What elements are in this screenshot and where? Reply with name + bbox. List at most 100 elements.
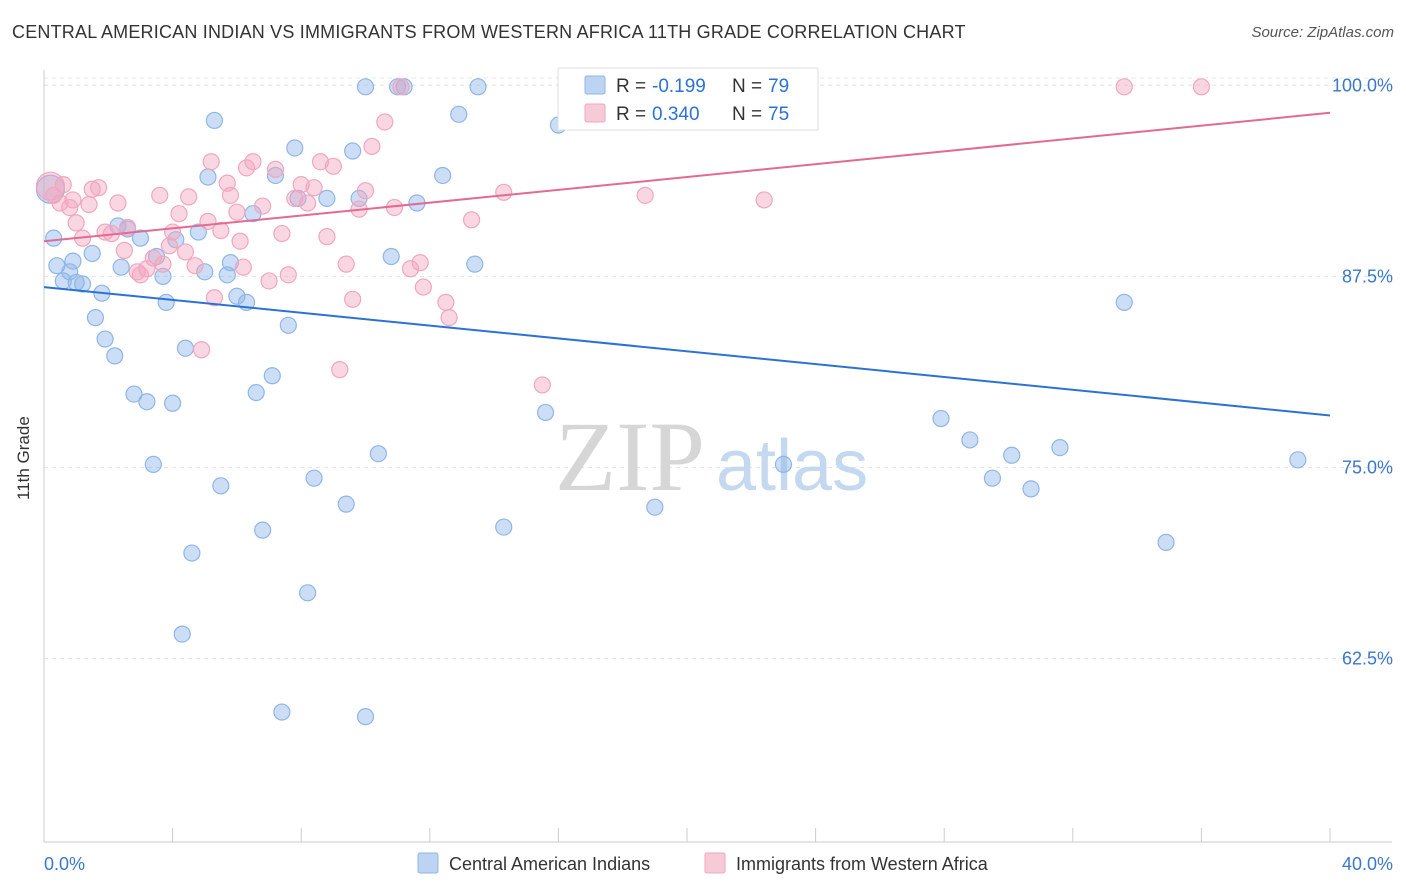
data-point (279, 316, 297, 334)
data-point (138, 393, 156, 411)
data-point (90, 179, 108, 197)
data-point (118, 218, 137, 237)
data-point (157, 293, 175, 311)
legend-r-value-1: -0.199 (652, 76, 706, 97)
data-point (266, 166, 285, 185)
legend-bottom: Central American Indians Immigrants from… (417, 852, 989, 874)
data-point (131, 266, 150, 284)
data-point (131, 229, 150, 247)
data-point (466, 255, 484, 273)
data-point (318, 228, 336, 246)
data-point (311, 153, 330, 171)
legend-n-value-1: 79 (768, 76, 789, 97)
data-point (186, 257, 204, 275)
data-point (356, 708, 375, 726)
data-point (86, 309, 105, 327)
data-point (279, 266, 297, 284)
data-point (324, 157, 342, 175)
data-point (536, 403, 555, 422)
legend-r-value-2: 0.340 (652, 104, 700, 125)
data-point (299, 584, 317, 602)
data-point (51, 194, 69, 212)
data-point (228, 287, 246, 305)
data-point (45, 229, 63, 247)
data-point (231, 232, 249, 250)
data-point (363, 137, 381, 156)
watermark-zip: ZIP (555, 401, 705, 512)
legend-swatch-pink (584, 103, 606, 123)
data-point (199, 168, 217, 186)
data-point (180, 188, 198, 206)
data-point (176, 243, 195, 261)
x-tick-label: 0.0% (44, 854, 85, 874)
data-point (154, 267, 172, 285)
data-point (533, 376, 551, 394)
data-point (221, 186, 240, 204)
data-point (437, 293, 455, 311)
data-point (128, 263, 146, 281)
watermark: ZIP atlas (555, 401, 868, 512)
data-point (450, 105, 468, 123)
data-point (440, 309, 458, 327)
watermark-atlas: atlas (716, 426, 868, 506)
data-point (61, 263, 79, 281)
data-point (263, 367, 281, 385)
data-point (462, 211, 481, 229)
data-point (286, 139, 304, 157)
data-point (392, 78, 410, 96)
data-point (411, 254, 429, 272)
data-point (1115, 78, 1133, 96)
data-point (64, 191, 82, 209)
y-tick-label: 75.0% (1342, 457, 1393, 477)
data-point (305, 469, 323, 487)
data-point (80, 195, 98, 214)
data-point (495, 518, 513, 536)
data-point (286, 189, 304, 208)
data-point (221, 254, 240, 272)
chart-title: CENTRAL AMERICAN INDIAN VS IMMIGRANTS FR… (12, 22, 966, 42)
legend-n-value-2: 75 (768, 104, 789, 125)
series-immigrants-western-africa (35, 78, 1211, 394)
bottom-legend-swatch-blue (417, 852, 439, 874)
data-point (244, 153, 262, 171)
data-point (237, 159, 256, 177)
data-point (247, 383, 265, 402)
data-point (260, 272, 278, 290)
data-point (1051, 438, 1069, 457)
data-point (273, 224, 291, 243)
data-point (173, 625, 191, 643)
source-label: Source: ZipAtlas.com (1251, 24, 1394, 41)
data-point (73, 275, 92, 293)
data-point (254, 197, 272, 215)
data-point (183, 544, 201, 562)
y-tick-label: 100.0% (1332, 75, 1393, 95)
data-point (112, 258, 130, 276)
data-point (205, 289, 223, 307)
data-point (266, 160, 285, 178)
data-point (212, 221, 230, 240)
data-point (755, 191, 773, 209)
data-point (636, 186, 654, 204)
data-point (125, 385, 143, 403)
bottom-legend-swatch-pink (704, 852, 726, 874)
trend-lines (43, 111, 1331, 417)
data-point (1157, 533, 1175, 551)
y-tick-label: 62.5% (1342, 649, 1393, 669)
data-point (434, 166, 452, 185)
data-point (961, 431, 979, 449)
trend-line (43, 111, 1331, 243)
data-point (344, 142, 362, 160)
data-point (1115, 293, 1133, 311)
data-point (192, 341, 211, 359)
data-point (115, 241, 133, 259)
legend-n-label-1: N = (732, 76, 762, 97)
data-point (54, 176, 72, 194)
data-point (164, 394, 182, 412)
data-point (151, 186, 169, 204)
data-point (83, 180, 101, 198)
data-point (138, 260, 156, 278)
data-point (495, 183, 513, 201)
data-point (154, 255, 172, 273)
data-point (401, 260, 420, 278)
